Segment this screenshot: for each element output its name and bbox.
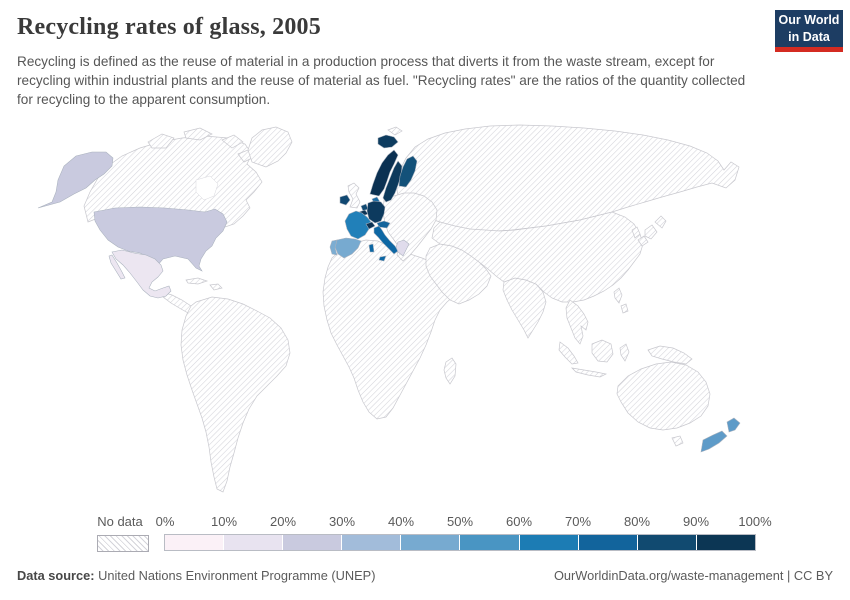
legend-bin[interactable] [342, 535, 401, 550]
region-china-central-asia[interactable] [431, 211, 644, 303]
legend-tick-label: 0% [155, 514, 175, 529]
country-new-zealand-south[interactable] [700, 430, 728, 453]
island-svalbard[interactable] [387, 126, 403, 136]
legend-bin[interactable] [401, 535, 460, 550]
country-switzerland[interactable] [365, 221, 376, 230]
data-source-note: Data source: United Nations Environment … [17, 568, 375, 583]
owid-logo-line2: in Data [788, 29, 830, 44]
country-united-kingdom[interactable] [347, 182, 361, 209]
world-choropleth-map [37, 124, 741, 493]
credit-link[interactable]: OurWorldinData.org/waste-management | CC… [553, 568, 833, 583]
country-finland[interactable] [398, 155, 418, 188]
chart-subtitle: Recycling is defined as the reuse of mat… [17, 54, 746, 108]
owid-logo-line1: Our World [778, 13, 840, 28]
country-united-states[interactable] [93, 206, 228, 272]
country-south-korea[interactable] [631, 226, 641, 239]
country-japan[interactable] [644, 224, 658, 240]
legend-tick-label: 60% [505, 514, 533, 529]
island-hispaniola[interactable] [209, 283, 223, 291]
arctic-island[interactable] [183, 127, 213, 141]
hudson-bay [195, 175, 219, 201]
owid-logo[interactable]: Our World in Data [775, 10, 843, 52]
legend-ticks: 0% 10% 20% 30% 40% 50% 60% 70% 80% 90% 100% [0, 514, 850, 530]
country-france[interactable] [344, 210, 372, 240]
region-southeast-asia[interactable] [565, 299, 589, 345]
region-eastern-europe[interactable] [382, 192, 438, 262]
country-mexico-baja[interactable] [108, 254, 126, 280]
legend-tick-label: 90% [682, 514, 710, 529]
country-greece[interactable] [395, 239, 410, 257]
data-source-label: Data source: [17, 568, 95, 583]
country-iceland[interactable] [377, 134, 399, 149]
legend-no-data-label: No data [97, 514, 143, 529]
legend-bin[interactable] [460, 535, 519, 550]
island-java[interactable] [570, 367, 608, 378]
legend-bin[interactable] [224, 535, 283, 550]
country-norway[interactable] [369, 149, 399, 197]
arctic-island[interactable] [147, 133, 175, 149]
country-italy-sardinia[interactable] [368, 243, 375, 253]
country-ireland[interactable] [339, 194, 351, 206]
region-south-america[interactable] [180, 296, 291, 493]
legend-bin[interactable] [637, 535, 696, 550]
country-germany[interactable] [366, 200, 386, 224]
legend-tick-label: 70% [564, 514, 592, 529]
island-new-guinea[interactable] [647, 345, 693, 365]
legend-colorbar [164, 534, 756, 551]
map-legend: No data 0% 10% 20% 30% 40% 50% 60% 70% 80% 90% 100… [0, 510, 850, 556]
country-mexico[interactable] [111, 249, 172, 299]
data-source-value: United Nations Environment Programme (UN… [94, 568, 376, 583]
legend-tick-label: 10% [210, 514, 238, 529]
arctic-island[interactable] [221, 134, 244, 149]
region-russia-north-asia[interactable] [395, 124, 740, 232]
country-philippines[interactable] [620, 303, 629, 314]
island-borneo[interactable] [591, 339, 614, 363]
island-tasmania[interactable] [671, 435, 684, 447]
legend-tick-label: 80% [623, 514, 651, 529]
country-japan[interactable] [637, 235, 649, 247]
legend-bin[interactable] [283, 535, 342, 550]
legend-tick-label: 100% [738, 514, 772, 529]
legend-bin[interactable] [696, 535, 755, 550]
country-portugal[interactable] [329, 239, 338, 256]
country-australia[interactable] [616, 361, 711, 431]
country-madagascar[interactable] [443, 357, 457, 385]
country-philippines[interactable] [613, 287, 623, 304]
country-spain[interactable] [334, 237, 362, 259]
page-title: Recycling rates of glass, 2005 [17, 14, 321, 40]
legend-tick-label: 40% [387, 514, 415, 529]
legend-bin[interactable] [578, 535, 637, 550]
legend-tick-label: 50% [446, 514, 474, 529]
country-italy-sicily[interactable] [378, 255, 387, 262]
legend-bin[interactable] [519, 535, 578, 550]
country-usa-alaska[interactable] [37, 151, 114, 209]
country-cuba[interactable] [185, 277, 209, 285]
island-sumatra[interactable] [558, 341, 579, 365]
legend-tick-label: 20% [269, 514, 297, 529]
legend-bin[interactable] [165, 535, 224, 550]
legend-no-data-swatch[interactable] [97, 535, 149, 552]
country-japan[interactable] [654, 215, 667, 229]
country-greenland[interactable] [247, 126, 293, 168]
legend-tick-label: 30% [328, 514, 356, 529]
island-sulawesi[interactable] [619, 343, 630, 362]
country-new-zealand-north[interactable] [726, 417, 741, 433]
